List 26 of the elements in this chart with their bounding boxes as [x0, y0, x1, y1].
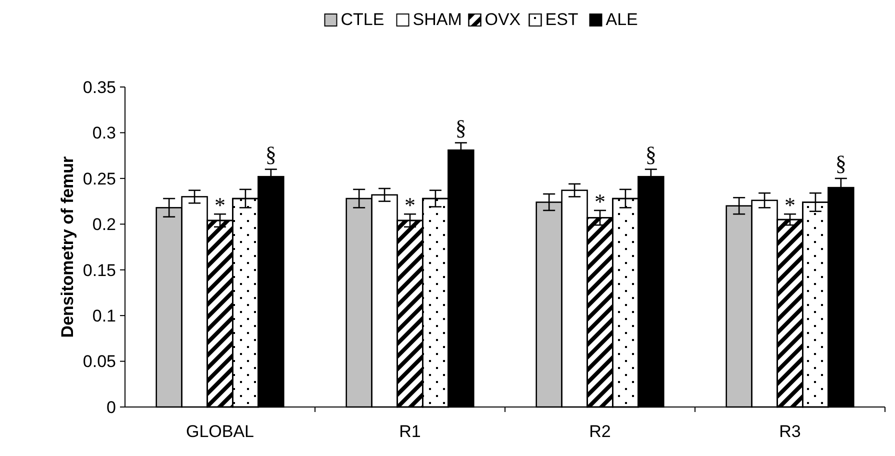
- legend-label: ALE: [606, 10, 638, 29]
- annotation: *: [404, 192, 416, 218]
- legend-label: EST: [545, 10, 578, 29]
- y-tick-label: 0.2: [92, 215, 116, 234]
- x-tick-label: R2: [589, 422, 611, 441]
- legend-label: CTLE: [340, 10, 384, 29]
- y-tick-label: 0: [106, 398, 116, 417]
- annotation: *: [214, 192, 226, 218]
- y-tick-label: 0.05: [82, 352, 116, 372]
- y-tick-label: 0.1: [92, 306, 116, 326]
- y-tick-label: 0.15: [82, 260, 116, 280]
- y-tick-label: 0.35: [82, 78, 116, 97]
- y-axis-title: Densitometry of femur: [58, 156, 77, 338]
- annotation: *: [784, 192, 796, 218]
- annotation: §: [645, 141, 656, 166]
- annotation: §: [265, 141, 276, 166]
- x-tick-label: R3: [779, 422, 801, 441]
- y-tick-label: 0.25: [82, 169, 116, 188]
- legend-label: OVX: [484, 10, 521, 29]
- annotation: §: [455, 114, 466, 140]
- x-tick-label: R1: [399, 422, 421, 441]
- annotation: §: [835, 150, 846, 176]
- legend-label: SHAM: [412, 10, 462, 29]
- y-tick-label: 0.3: [92, 124, 116, 143]
- annotation: *: [594, 189, 606, 214]
- x-tick-label: GLOBAL: [186, 422, 254, 441]
